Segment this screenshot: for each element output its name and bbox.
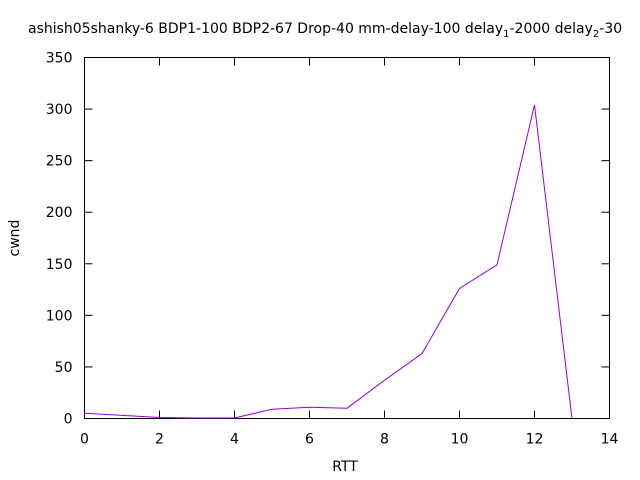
x-tick-label-3: 6 <box>305 432 314 448</box>
tick-labels-layer: 0 2 4 6 8 10 12 14 0 50 100 150 200 250 300 350 <box>46 51 619 448</box>
y-axis-label: cwnd <box>7 220 23 257</box>
chart-title-main: ashish05shanky-6 BDP1-100 BDP2-67 Drop-4… <box>28 21 503 37</box>
y-tick-label-0: 0 <box>64 412 73 428</box>
chart-title-mid: -2000 delay <box>510 21 593 37</box>
y-tick-label-7: 350 <box>46 51 73 67</box>
y-tick-label-2: 100 <box>46 308 73 324</box>
y-tick-label-3: 150 <box>46 257 73 273</box>
x-tick-label-6: 12 <box>526 432 544 448</box>
x-tick-label-2: 4 <box>230 432 239 448</box>
chart-title-sub2: 2 <box>593 29 599 40</box>
x-tick-label-4: 8 <box>380 432 389 448</box>
series-line-0 <box>84 104 573 419</box>
chart-title: ashish05shanky-6 BDP1-100 BDP2-67 Drop-4… <box>28 21 622 40</box>
y-tick-label-5: 250 <box>46 154 73 170</box>
chart-title-sub1: 1 <box>503 29 509 40</box>
x-axis-label: RTT <box>332 459 358 475</box>
chart-title-tail: -30 <box>599 21 622 37</box>
y-tick-label-6: 300 <box>46 102 73 118</box>
x-tick-label-1: 2 <box>155 432 164 448</box>
series-layer <box>84 104 573 419</box>
x-tick-label-5: 10 <box>451 432 469 448</box>
y-tick-label-4: 200 <box>46 205 73 221</box>
x-tick-label-0: 0 <box>80 432 89 448</box>
x-tick-label-7: 14 <box>601 432 619 448</box>
y-tick-label-1: 50 <box>55 360 73 376</box>
plot-frame <box>84 57 610 419</box>
ticks-layer <box>84 57 610 419</box>
